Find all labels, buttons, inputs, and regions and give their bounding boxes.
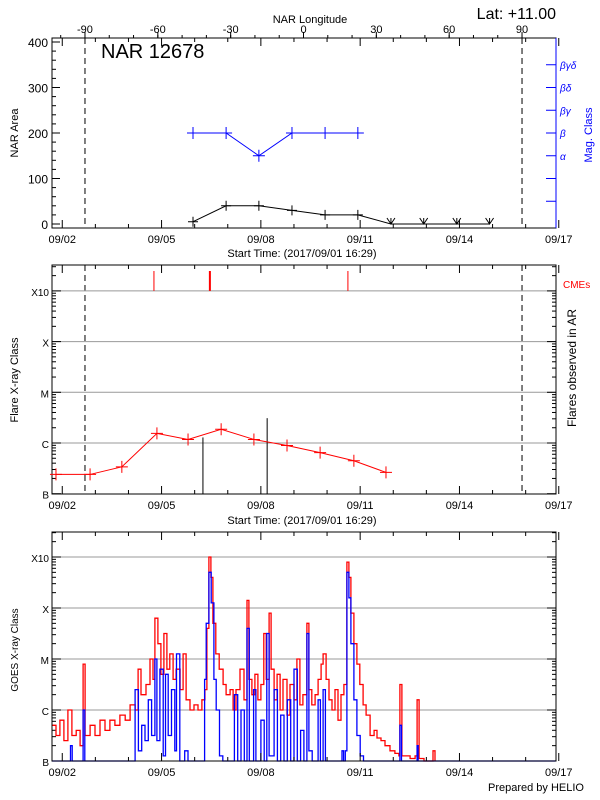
daily-max-flare-point <box>49 468 62 481</box>
area-point <box>188 216 199 227</box>
region-title: NAR 12678 <box>101 41 204 63</box>
panel2-xlabel: Start Time: (2017/09/01 16:29) <box>227 515 376 527</box>
panel2-ylabel: Flare X-ray Class <box>9 337 21 422</box>
area-point <box>221 200 232 211</box>
panel1-y-tick-label: 0 <box>41 218 48 232</box>
area-zero-marker <box>386 217 396 225</box>
panel1-y-tick-label: 100 <box>28 173 48 187</box>
panel2-y-tick-label: X10 <box>31 288 49 299</box>
panel1-xlabel: Start Time: (2017/09/01 16:29) <box>227 248 376 260</box>
top-axis-label: NAR Longitude <box>273 14 348 26</box>
area-zero-marker <box>485 217 494 225</box>
panel2-frame <box>51 264 557 495</box>
longitude-tick-label: -30 <box>223 24 239 36</box>
panel3-frame <box>51 531 557 762</box>
panel2-x-tick-label: 09/17 <box>545 500 573 512</box>
area-point <box>286 205 297 216</box>
longitude-tick-label: 30 <box>370 24 382 36</box>
longitude-tick-label: 90 <box>516 24 528 36</box>
daily-max-flare-point <box>379 466 392 479</box>
panel3-ylabel: GOES X-ray Class <box>10 608 21 691</box>
panel2-x-tick-label: 09/08 <box>247 500 275 512</box>
panel3-y-tick-label: C <box>42 707 49 718</box>
goes-short-channel-line <box>52 571 556 762</box>
panel1-x-tick-label: 09/08 <box>247 234 275 246</box>
daily-max-flare-point <box>314 446 327 459</box>
mag-class-point <box>285 127 298 139</box>
latitude-label: Lat: +11.00 <box>477 6 556 23</box>
mag-class-point <box>252 149 265 162</box>
panel3-x-tick-label: 09/02 <box>48 767 76 779</box>
mag-class-point <box>351 127 364 139</box>
panel1-x-tick-label: 09/11 <box>347 234 374 246</box>
panel1-y2label: Mag. Class <box>583 107 595 163</box>
panel2-x-tick-label: 09/11 <box>347 500 374 512</box>
daily-max-flare-point <box>281 439 294 452</box>
longitude-tick-label: 0 <box>300 24 306 36</box>
daily-max-flare-point <box>247 433 260 446</box>
area-zero-marker <box>452 217 462 225</box>
mag-class-point <box>220 127 233 139</box>
area-point <box>320 209 331 220</box>
longitude-tick-label: -60 <box>150 24 166 36</box>
panel2-y2label: Flares observed in AR <box>565 309 579 427</box>
mag-class-tick-label: βγδ <box>559 61 577 72</box>
area-point <box>352 209 363 220</box>
daily-max-flare-point <box>150 427 163 440</box>
panel3-x-tick-label: 09/08 <box>247 767 275 779</box>
panel1-y-tick-label: 300 <box>28 82 48 96</box>
panel2-y-tick-label: X <box>42 339 49 350</box>
panel2-y-tick-label: C <box>42 440 49 451</box>
mag-class-point <box>319 127 332 139</box>
panel3-y-tick-label: X <box>42 605 49 616</box>
area-zero-marker <box>419 217 429 225</box>
panel3-y-tick-label: B <box>42 758 49 769</box>
daily-max-flare-point <box>115 460 128 473</box>
longitude-tick-label: 60 <box>443 24 455 36</box>
area-series-line <box>192 205 490 225</box>
panel3-y-tick-label: X10 <box>31 554 49 565</box>
longitude-tick-label: -90 <box>77 24 93 36</box>
panel1-x-tick-label: 09/05 <box>148 234 176 246</box>
cme-label: CMEs <box>563 280 590 291</box>
panel3-x-tick-label: 09/17 <box>545 767 573 779</box>
mag-class-tick-label: β <box>559 129 566 140</box>
panel1-x-tick-label: 09/17 <box>545 234 573 246</box>
panel2-y-tick-label: M <box>41 389 49 400</box>
daily-max-flare-point <box>84 468 97 481</box>
panel1-x-tick-label: 09/14 <box>446 234 474 246</box>
panel1-x-tick-label: 09/02 <box>48 234 76 246</box>
panel2-y-tick-label: B <box>42 491 49 502</box>
panel2-x-tick-label: 09/02 <box>48 500 76 512</box>
area-point <box>253 200 264 211</box>
footer-credit: Prepared by HELIO <box>488 782 584 794</box>
mag-class-series-line <box>193 132 358 157</box>
daily-max-flare-point <box>347 454 360 467</box>
panel1-y-tick-label: 400 <box>28 36 48 50</box>
panel1-y-tick-label: 200 <box>28 127 48 141</box>
mag-class-tick-label: βγ <box>559 106 572 117</box>
panel3-y-tick-label: M <box>41 656 49 667</box>
panel1-ylabel: NAR Area <box>9 108 21 158</box>
panel3-x-tick-label: 09/14 <box>446 767 474 779</box>
panel2-x-tick-label: 09/05 <box>148 500 176 512</box>
panel2-x-tick-label: 09/14 <box>446 500 474 512</box>
mag-class-tick-label: α <box>560 152 566 163</box>
panel3-x-tick-label: 09/11 <box>347 767 374 779</box>
daily-max-flare-line <box>55 428 387 475</box>
panel3-x-tick-label: 09/05 <box>148 767 176 779</box>
mag-class-tick-label: βδ <box>559 84 572 95</box>
daily-max-flare-point <box>182 433 195 446</box>
daily-max-flare-point <box>215 423 228 436</box>
mag-class-point <box>187 127 200 139</box>
